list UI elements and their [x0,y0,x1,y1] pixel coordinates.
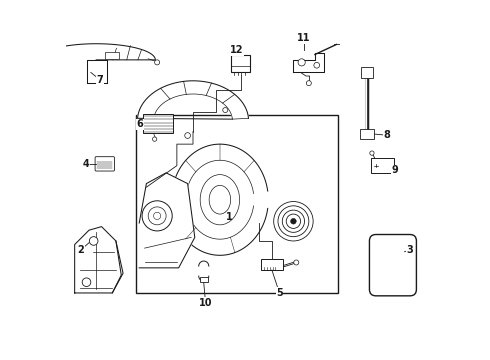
Polygon shape [37,44,155,60]
Bar [370,158,394,173]
FancyBboxPatch shape [369,234,416,296]
Circle shape [314,62,319,68]
Text: 7: 7 [97,75,103,85]
Circle shape [294,260,299,265]
Circle shape [89,237,98,245]
Circle shape [274,202,313,241]
Bar [143,114,173,134]
Circle shape [153,212,161,220]
Ellipse shape [200,175,240,225]
Text: 11: 11 [297,33,311,43]
Circle shape [286,214,300,228]
Circle shape [152,137,157,141]
Circle shape [148,207,166,225]
Bar [200,277,208,282]
Bar [231,55,250,72]
Bar [360,129,374,139]
Circle shape [291,219,296,224]
Text: 9: 9 [392,165,398,175]
Circle shape [370,151,374,155]
Circle shape [278,206,309,237]
Text: 10: 10 [199,298,212,308]
Text: 1: 1 [225,212,232,222]
Text: 5: 5 [276,288,283,298]
Text: 8: 8 [383,130,390,140]
Text: 12: 12 [230,45,244,55]
Polygon shape [139,173,195,268]
Bar [136,116,338,293]
Circle shape [282,210,304,232]
Polygon shape [172,144,268,255]
Circle shape [155,60,160,65]
Text: 4: 4 [82,159,89,169]
Polygon shape [294,53,324,72]
Circle shape [306,81,311,86]
Bar [105,52,120,59]
Bar [361,67,373,78]
FancyBboxPatch shape [95,157,115,171]
Circle shape [298,59,305,66]
Text: 3: 3 [407,245,414,255]
Polygon shape [74,226,122,293]
Circle shape [82,278,91,287]
Circle shape [223,108,228,113]
Ellipse shape [209,185,231,214]
Bar [261,259,283,270]
Circle shape [185,133,191,138]
Polygon shape [138,81,248,119]
Text: 2: 2 [77,245,84,255]
Circle shape [142,201,172,231]
Text: 6: 6 [137,120,143,129]
